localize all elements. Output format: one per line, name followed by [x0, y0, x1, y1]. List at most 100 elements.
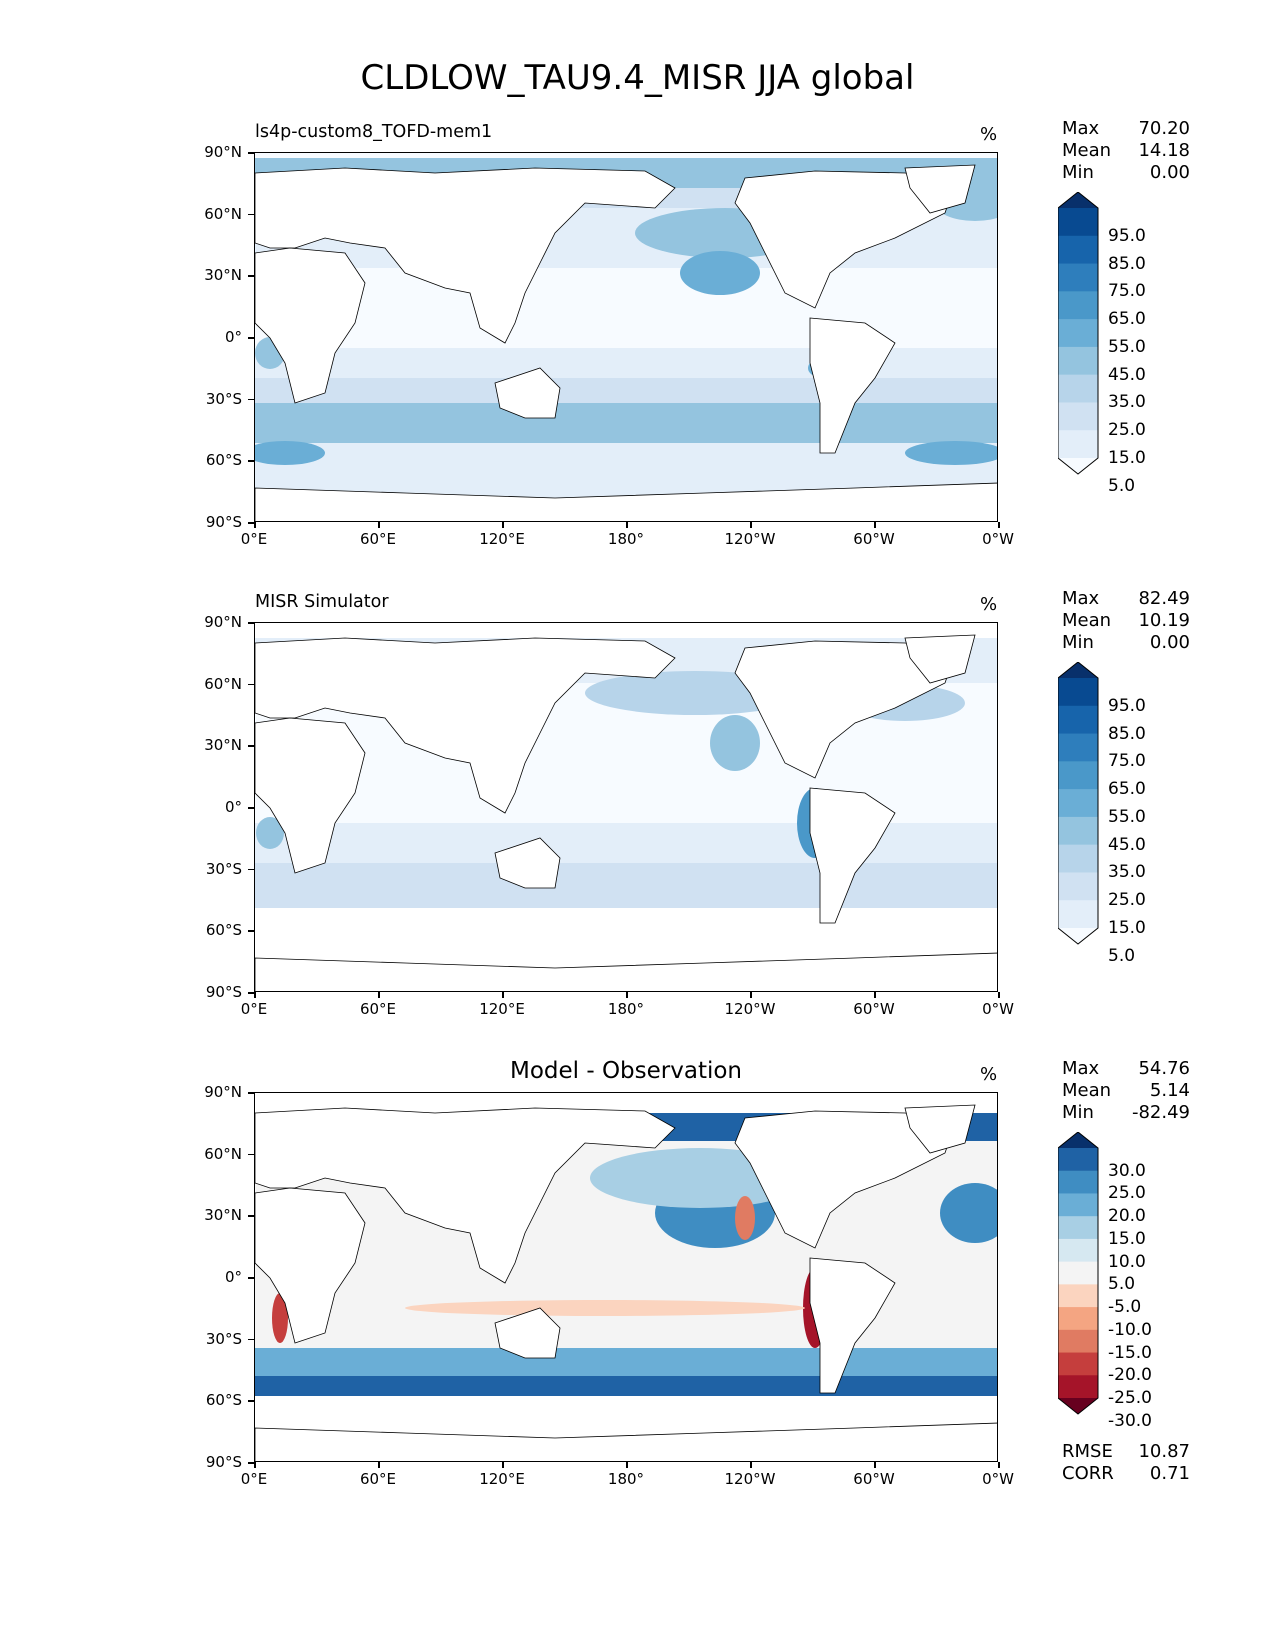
colorbar-segment: [1058, 1307, 1098, 1331]
panel2-lat-tick: [248, 683, 254, 686]
panel3-lat-tick: [248, 1462, 254, 1464]
colorbar-segment: [1058, 1284, 1098, 1308]
panel1-lat-tick: [248, 522, 254, 524]
panel2-lon-label: 120°E: [479, 1000, 525, 1018]
panel3-lon-label: 0°E: [240, 1470, 268, 1488]
panel1-lat-label: 30°S: [205, 389, 242, 408]
colorbar-segment: [1058, 761, 1098, 790]
panel3-lon-tick: [378, 1462, 380, 1468]
panel1-max: 70.20: [1138, 118, 1190, 139]
panel1-stats: Max 70.20 Mean 14.18 Min 0.00: [1062, 118, 1190, 183]
colorbar-tick-label: 35.0: [1108, 392, 1146, 413]
panel3-lat-label: 90°S: [205, 1453, 242, 1471]
colorbar-tick-label: 30.0: [1108, 1160, 1146, 1181]
colorbar-segment: [1058, 402, 1098, 431]
panel2-lat-label: 90°N: [204, 613, 242, 631]
colorbar-segment: [1058, 872, 1098, 901]
panel1-lon-tick: [998, 522, 1000, 528]
colorbar-tick-label: 10.0: [1108, 1251, 1146, 1272]
panel3-lon-label: 120°E: [479, 1470, 525, 1488]
panel3-map: [254, 1092, 998, 1462]
colorbar-tick-label: 95.0: [1108, 695, 1146, 716]
colorbar-extend-min: [1058, 928, 1098, 944]
panel3-lon-label: 60°W: [853, 1470, 895, 1488]
figure-title: CLDLOW_TAU9.4_MISR JJA global: [360, 58, 915, 98]
colorbar-segment: [1058, 705, 1098, 735]
colorbar-tick-label: 85.0: [1108, 723, 1146, 744]
colorbar-extend-min: [1058, 1398, 1098, 1414]
panel1-lon-tick: [254, 522, 256, 528]
colorbar-tick-label: -20.0: [1108, 1365, 1152, 1386]
panel3-lat-label: 30°S: [205, 1329, 242, 1348]
panel2-unit: %: [980, 594, 998, 615]
colorbar-segment: [1058, 374, 1098, 403]
panel1-lat-label: 60°S: [205, 451, 242, 470]
panel2-lat-tick: [248, 807, 254, 809]
panel2-lon-tick: [378, 992, 380, 998]
colorbar-segment: [1058, 319, 1098, 348]
panel1-lon-tick: [874, 522, 876, 528]
colorbar-tick-label: 25.0: [1108, 890, 1146, 911]
colorbar-outline: [1058, 192, 1099, 475]
panel2-lat-label: 0°: [224, 798, 242, 816]
colorbar-segment: [1058, 1352, 1098, 1376]
panel2-lon-tick: [626, 992, 628, 998]
panel2-lon-tick: [254, 992, 256, 998]
panel2-lat-label: 30°S: [205, 859, 242, 878]
panel2-lat-tick: [248, 622, 254, 624]
panel1-lat-tick: [248, 152, 254, 154]
colorbar-tick-label: 75.0: [1108, 281, 1146, 302]
colorbar-segment: [1058, 844, 1098, 873]
panel1-lat-tick: [248, 460, 254, 462]
colorbar-tick-label: -25.0: [1108, 1388, 1152, 1408]
colorbar-segment: [1058, 1375, 1098, 1399]
panel3-lon-tick: [998, 1462, 1000, 1468]
colorbar-tick-label: 55.0: [1108, 806, 1146, 827]
colorbar-tick-label: 75.0: [1108, 751, 1146, 772]
colorbar-tick-label: 15.0: [1108, 448, 1146, 468]
panel1-mean: 14.18: [1138, 140, 1190, 161]
colorbar-tick-label: -10.0: [1108, 1319, 1152, 1340]
panel1-title: ls4p-custom8_TOFD-mem1: [255, 122, 493, 142]
colorbar-tick-label: 65.0: [1108, 779, 1146, 800]
colorbar-tick-label: 5.0: [1108, 475, 1136, 496]
colorbar-segment: [1058, 430, 1098, 459]
panel1-lon-label: 60°E: [359, 530, 397, 548]
colorbar-tick-label: 55.0: [1108, 336, 1146, 357]
colorbar-outline: [1058, 662, 1099, 945]
panel2-map: [254, 622, 998, 992]
panel2-lat-tick: [248, 745, 254, 747]
panel1-lon-label: 0°W: [982, 530, 1014, 548]
panel3-lon-tick: [254, 1462, 256, 1468]
panel1-lon-tick: [750, 522, 752, 528]
colorbar-tick-label: -30.0: [1108, 1410, 1152, 1431]
panel2-lat-label: 60°N: [204, 674, 242, 693]
panel2-lon-tick: [750, 992, 752, 998]
panel1-lat-tick: [248, 398, 254, 401]
panel2-min: 0.00: [1149, 632, 1190, 653]
panel1-lat-label: 90°N: [204, 143, 242, 161]
colorbar-segment: [1058, 1329, 1098, 1354]
panel3-title: Model - Observation: [509, 1058, 743, 1084]
corr-value: 0.71: [1149, 1463, 1190, 1484]
colorbar-outline: [1058, 1132, 1099, 1415]
panel3-lon-tick: [874, 1462, 876, 1468]
panel3-lon-tick: [502, 1462, 504, 1468]
colorbar-extend-min: [1058, 458, 1098, 474]
colorbar-tick-label: 45.0: [1108, 364, 1146, 385]
colorbar-tick-label: 5.0: [1108, 945, 1136, 966]
panel1-unit: %: [980, 124, 998, 145]
colorbar-segment: [1058, 816, 1098, 846]
colorbar-tick-label: 25.0: [1108, 420, 1146, 441]
panel1-lon-tick: [502, 522, 504, 528]
colorbar-tick-label: 15.0: [1108, 918, 1146, 938]
panel3-mean: 5.14: [1149, 1080, 1190, 1101]
panel2-lat-tick: [248, 930, 254, 932]
panel1-lat-tick: [248, 213, 254, 216]
colorbar-segment: [1058, 291, 1098, 320]
colorbar-tick-label: 25.0: [1108, 1183, 1146, 1204]
panel3-unit: %: [980, 1064, 998, 1085]
panel1-lon-label: 120°W: [724, 530, 776, 548]
panel2-lat-label: 30°N: [204, 736, 242, 755]
colorbar-segment: [1058, 1170, 1098, 1194]
